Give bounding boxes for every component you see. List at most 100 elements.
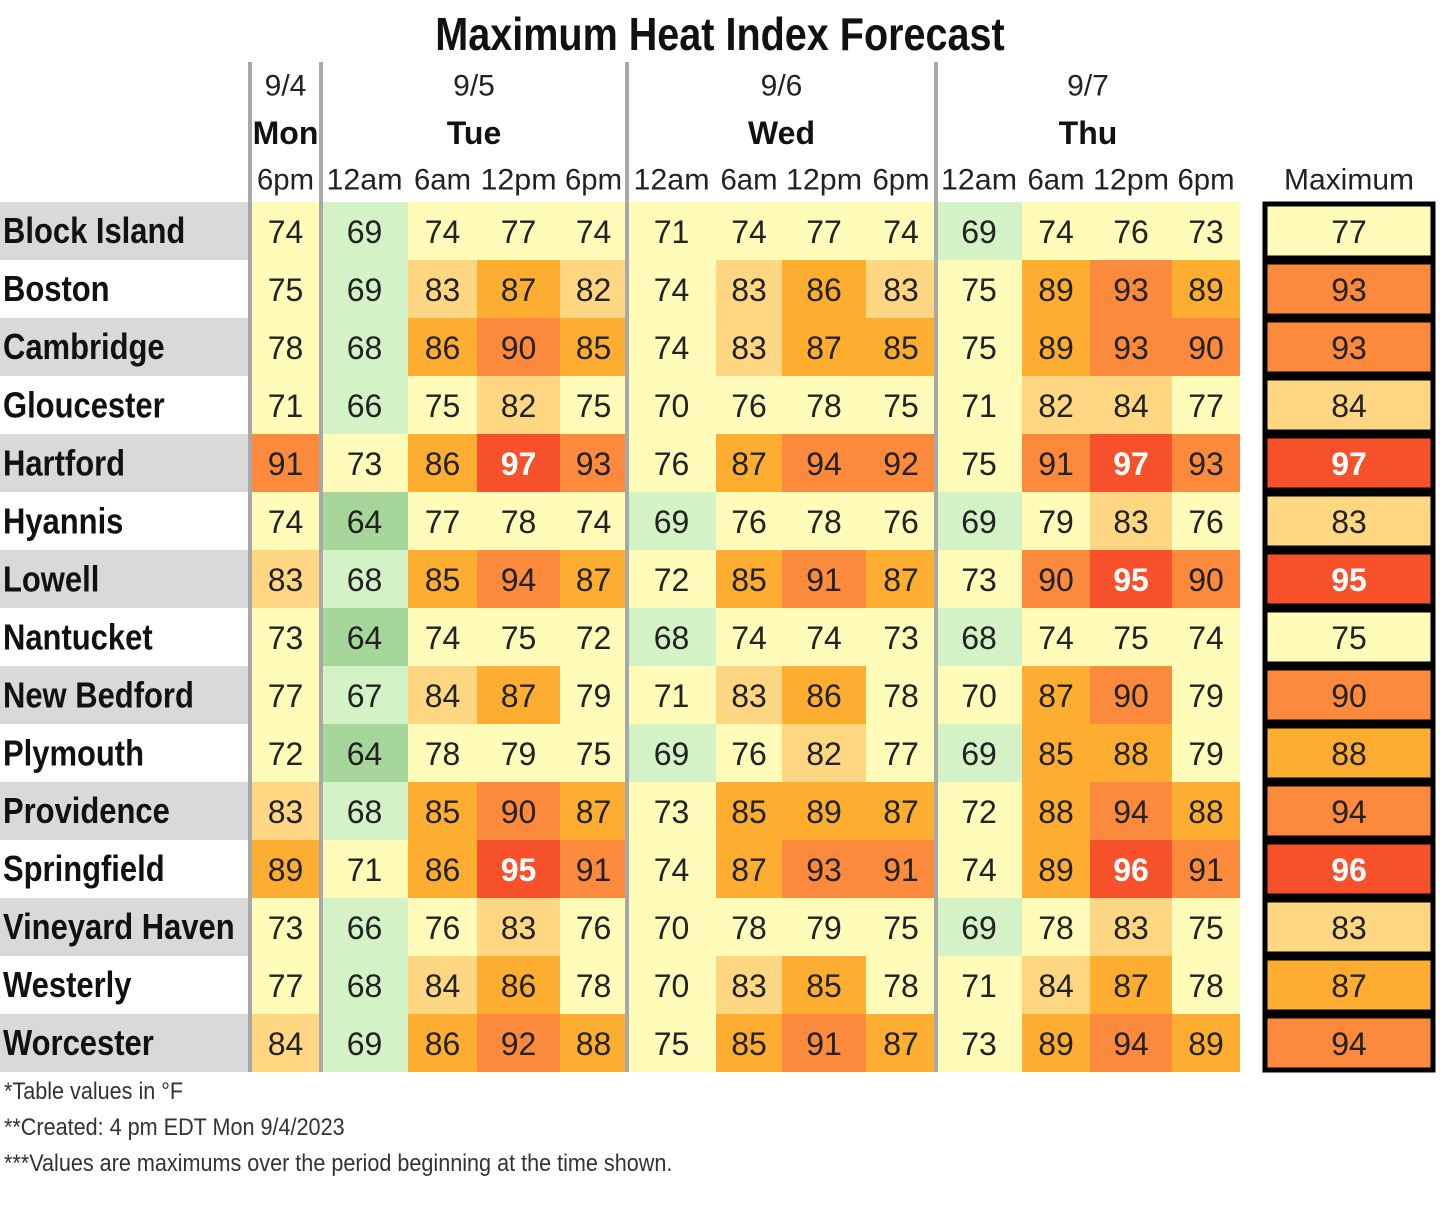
heat-value: 74 [731, 620, 767, 656]
heat-value: 85 [425, 794, 461, 830]
heat-cell [716, 724, 782, 782]
location-label: Boston [3, 270, 110, 310]
heat-value: 79 [806, 910, 842, 946]
heat-value: 76 [731, 388, 767, 424]
heat-value: 86 [425, 1026, 461, 1062]
heat-cell [716, 550, 782, 608]
heat-value: 76 [731, 504, 767, 540]
heat-cell [866, 724, 936, 782]
heat-value: 87 [883, 562, 919, 598]
heat-value: 89 [1038, 1026, 1074, 1062]
heat-value: 78 [268, 330, 304, 366]
location-label: Cambridge [3, 328, 165, 368]
heat-cell [1172, 318, 1240, 376]
heat-value: 83 [1113, 910, 1149, 946]
heat-cell [1090, 898, 1172, 956]
heat-cell [627, 492, 716, 550]
heat-cell [627, 898, 716, 956]
heat-cell [627, 260, 716, 318]
heat-value: 74 [654, 272, 690, 308]
heat-cell [627, 956, 716, 1014]
period-label: 12am [941, 164, 1017, 197]
max-value: 88 [1331, 736, 1367, 772]
heat-value: 68 [654, 620, 690, 656]
heat-value: 91 [268, 446, 304, 482]
heat-cell [560, 898, 627, 956]
heat-value: 82 [501, 388, 537, 424]
heat-value: 83 [268, 562, 304, 598]
heat-cell [1172, 1014, 1240, 1072]
heat-cell [782, 608, 866, 666]
heat-cell [936, 376, 1022, 434]
location-label: Gloucester [3, 386, 165, 426]
heat-cell [866, 202, 936, 260]
heat-cell [408, 260, 477, 318]
location-label: Block Island [3, 212, 185, 252]
heat-value: 68 [347, 562, 383, 598]
heat-cell [1090, 956, 1172, 1014]
chart-title: Maximum Heat Index Forecast [435, 8, 1005, 60]
heat-cell [866, 318, 936, 376]
heat-cell [408, 202, 477, 260]
heat-cell [408, 898, 477, 956]
heat-cell [250, 666, 321, 724]
heat-value: 85 [576, 330, 612, 366]
heat-cell [560, 434, 627, 492]
heat-cell [1090, 260, 1172, 318]
heat-value: 64 [347, 736, 383, 772]
heat-value: 86 [501, 968, 537, 1004]
location-label: Vineyard Haven [3, 908, 235, 948]
period-label: 12am [634, 164, 710, 197]
period-label: 6am [721, 164, 778, 197]
heat-cell [1172, 956, 1240, 1014]
heat-cell [866, 608, 936, 666]
heat-value: 90 [1038, 562, 1074, 598]
heat-value: 74 [961, 852, 997, 888]
heat-cell [250, 724, 321, 782]
heat-value: 87 [1038, 678, 1074, 714]
heat-value: 69 [347, 272, 383, 308]
heat-cell [477, 260, 560, 318]
heat-cell [321, 550, 408, 608]
heat-value: 93 [806, 852, 842, 888]
heat-cell [936, 666, 1022, 724]
heat-value: 74 [731, 214, 767, 250]
day-name-label: Mon [253, 115, 319, 151]
heat-cell [627, 608, 716, 666]
heat-value: 85 [731, 562, 767, 598]
footnote-units: *Table values in °F [4, 1078, 184, 1105]
period-label: 6pm [873, 164, 930, 197]
day-date-label: 9/4 [265, 70, 307, 103]
location-label: Westerly [3, 966, 132, 1006]
heat-value: 92 [501, 1026, 537, 1062]
heat-cell [250, 898, 321, 956]
heat-cell [321, 898, 408, 956]
heat-value: 82 [576, 272, 612, 308]
heat-value: 84 [268, 1026, 304, 1062]
heat-value: 91 [806, 1026, 842, 1062]
heat-value: 74 [1038, 214, 1074, 250]
footnote-created: **Created: 4 pm EDT Mon 9/4/2023 [4, 1114, 345, 1141]
heat-value: 89 [1038, 330, 1074, 366]
max-cell [1262, 839, 1436, 899]
heat-value: 75 [1113, 620, 1149, 656]
heat-cell [866, 782, 936, 840]
heat-value: 85 [731, 794, 767, 830]
max-cell [1262, 375, 1436, 435]
period-label: 6pm [1178, 164, 1235, 197]
heat-value: 73 [654, 794, 690, 830]
heat-value: 69 [654, 504, 690, 540]
heat-value: 69 [961, 214, 997, 250]
heat-value: 87 [576, 794, 612, 830]
heat-value: 71 [268, 388, 304, 424]
heat-cell [936, 840, 1022, 898]
heat-cell [408, 608, 477, 666]
heat-cell [716, 202, 782, 260]
heat-cell [560, 666, 627, 724]
row-label-band [0, 898, 248, 956]
heat-cell [1022, 550, 1090, 608]
max-column-header: Maximum [1284, 164, 1414, 197]
heat-value: 74 [576, 214, 612, 250]
heat-cell [1172, 550, 1240, 608]
row-label-band [0, 434, 248, 492]
